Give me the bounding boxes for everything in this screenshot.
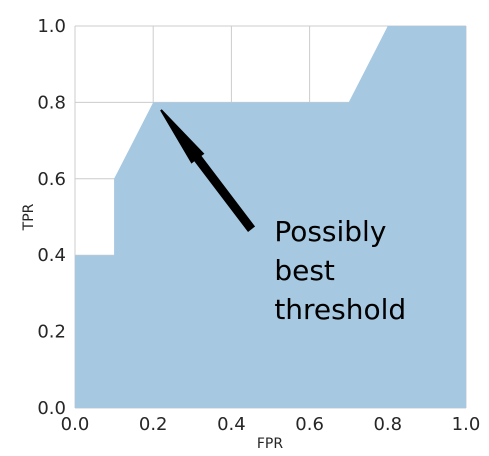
x-tick-label-2: 0.4	[217, 414, 246, 435]
annotation-arrow	[160, 109, 256, 233]
x-tick-label-1: 0.2	[139, 414, 168, 435]
annotation: Possibly best threshold	[160, 109, 406, 326]
x-tick-label-4: 0.8	[373, 414, 402, 435]
x-axis-ticks: 0.0 0.2 0.4 0.6 0.8 1.0	[61, 414, 481, 435]
annotation-text-line-2: threshold	[274, 293, 406, 326]
annotation-text-line-1: best	[274, 254, 335, 287]
annotation-text-line-0: Possibly	[274, 215, 386, 248]
x-tick-label-5: 1.0	[452, 414, 481, 435]
y-axis-label: TPR	[21, 203, 37, 231]
x-tick-label-0: 0.0	[61, 414, 90, 435]
y-axis-ticks: 0.0 0.2 0.4 0.6 0.8 1.0	[37, 16, 66, 419]
y-tick-label-0: 0.0	[37, 398, 66, 419]
y-tick-label-3: 0.6	[37, 169, 66, 190]
y-tick-label-5: 1.0	[37, 16, 66, 37]
x-axis-label: FPR	[257, 436, 283, 452]
y-tick-label-1: 0.2	[37, 322, 66, 343]
y-tick-label-2: 0.4	[37, 245, 66, 266]
y-tick-label-4: 0.8	[37, 92, 66, 113]
x-tick-label-3: 0.6	[295, 414, 324, 435]
